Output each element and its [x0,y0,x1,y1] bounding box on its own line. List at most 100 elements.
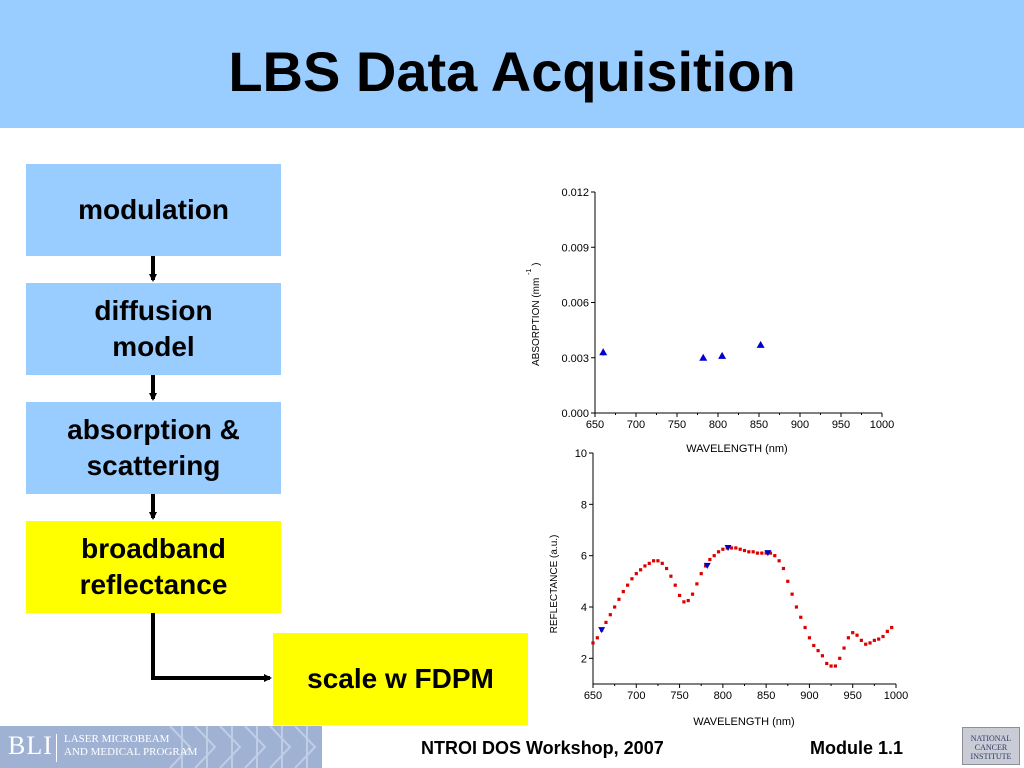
absorption-y-axis-label: ABSORPTION (mm -1 ) [523,263,542,366]
absorption-x-tick-label: 900 [791,419,809,431]
absorption-x-axis-label: WAVELENGTH (nm) [686,443,787,455]
reflectance-data-point [825,661,829,666]
absorption-y-tick-label: 0.009 [561,242,589,254]
reflectance-data-point [595,636,599,640]
reflectance-data-point [639,568,643,572]
reflectance-data-point [781,566,786,571]
reflectance-data-point [660,561,664,565]
absorption-x-tick-label: 1000 [870,419,894,431]
reflectance-marker-point [703,562,711,569]
bli-logo-abbr: BLI [8,731,53,760]
reflectance-data-point [868,641,872,645]
absorption-y-axis-label-main: ABSORPTION (mm [531,278,542,366]
absorption-x-tick-label: 800 [709,419,727,431]
reflectance-data-point [695,582,699,586]
reflectance-data-point [664,566,669,571]
reflectance-data-point [768,551,773,555]
flow-box-absorption-scattering: absorption & scattering [26,402,281,494]
reflectance-data-point [790,592,794,596]
reflectance-data-point [877,637,881,641]
bli-logo-text: LASER MICROBEAM AND MEDICAL PROGRAM [64,733,198,758]
reflectance-data-point [842,646,846,650]
reflectance-data-point [799,615,803,619]
reflectance-x-tick-label: 850 [757,690,775,702]
reflectance-data-point [708,557,712,562]
reflectance-data-point [773,554,777,558]
absorption-y-tick-label: 0.003 [561,353,589,365]
reflectance-marker-point [598,627,606,634]
title-bar [0,0,1024,128]
reflectance-data-point [890,625,894,630]
reflectance-data-point [626,583,630,587]
reflectance-data-point [851,631,855,635]
reflectance-data-point [829,664,833,668]
reflectance-x-tick-label: 750 [670,690,688,702]
reflectance-data-point [864,642,868,646]
absorption-data-point [756,340,765,348]
reflectance-data-point [859,638,863,642]
absorption-chart: 650 700 750 800 850 900 950 1000 0.000 0.003 0.006… [523,187,894,455]
reflectance-data-point [734,546,738,550]
flow-box-label: scale w FDPM [307,663,494,694]
flow-box-modulation: modulation [26,164,281,256]
reflectance-x-tick-label: 1000 [884,690,908,702]
reflectance-data-point [777,559,781,563]
reflectance-data-point [755,551,760,555]
footer-module: Module 1.1 [810,738,904,758]
reflectance-y-tick-label: 2 [581,653,587,665]
nci-logo: NATIONAL CANCER INSTITUTE [962,727,1020,765]
reflectance-chart: 650 700 750 800 850 900 950 1000 2 4 6 8 10 WAVELENG… [549,448,908,728]
reflectance-data-point [656,559,660,563]
flow-box-diffusion-model: diffusion model [26,283,281,375]
slide-title: LBS Data Acquisition [228,40,796,103]
reflectance-data-point [838,656,842,660]
absorption-data-point [599,348,608,356]
reflectance-data-point [621,590,625,594]
absorption-y-axis-label-close: ) [531,263,542,266]
reflectance-data-point [760,551,764,555]
reflectance-y-axis-label: REFLECTANCE (a.u.) [549,535,560,634]
reflectance-data-point [742,548,747,553]
reflectance-data-point [647,561,651,565]
footer-workshop: NTROI DOS Workshop, 2007 [421,738,664,758]
reflectance-x-tick-label: 950 [844,690,862,702]
reflectance-data-point [833,664,837,668]
reflectance-x-tick-label: 650 [584,690,602,702]
reflectance-data-point [712,554,716,558]
reflectance-data-point [885,629,889,633]
reflectance-y-tick-label: 6 [581,551,587,563]
reflectance-data-point [604,620,608,624]
reflectance-data-point [613,605,617,609]
absorption-data-point [699,353,708,361]
bli-logo-separator [56,734,57,762]
reflectance-data-point [803,625,807,630]
flow-box-label: modulation [78,194,229,225]
absorption-data-point [718,351,727,359]
absorption-x-tick-label: 850 [750,419,768,431]
reflectance-data-point [669,574,673,578]
reflectance-data-point [682,600,686,604]
reflectance-data-point [751,550,755,554]
reflectance-y-tick-label: 4 [581,602,587,614]
reflectance-data-point [677,593,682,598]
reflectance-data-point [807,636,812,640]
absorption-y-tick-label: 0.000 [561,408,589,420]
bli-logo-pattern [169,726,317,768]
reflectance-y-tick-label: 10 [575,448,587,460]
reflectance-x-tick-label: 800 [714,690,732,702]
reflectance-marker-point [764,550,772,557]
reflectance-data-point [591,641,595,645]
reflectance-data-point [716,550,721,554]
reflectance-x-tick-label: 900 [800,690,818,702]
absorption-y-tick-label: 0.006 [561,298,589,310]
bli-logo: BLI LASER MICROBEAM AND MEDICAL PROGRAM [0,726,322,768]
flow-box-broadband-reflectance: broadband reflectance [26,521,281,613]
reflectance-data-point [729,546,734,550]
reflectance-data-point [721,547,725,551]
reflectance-data-point [652,559,656,563]
absorption-x-tick-label: 950 [832,419,850,431]
reflectance-x-axis-label: WAVELENGTH (nm) [693,716,794,728]
reflectance-data-point [846,636,850,640]
reflectance-y-tick-label: 8 [581,499,587,511]
